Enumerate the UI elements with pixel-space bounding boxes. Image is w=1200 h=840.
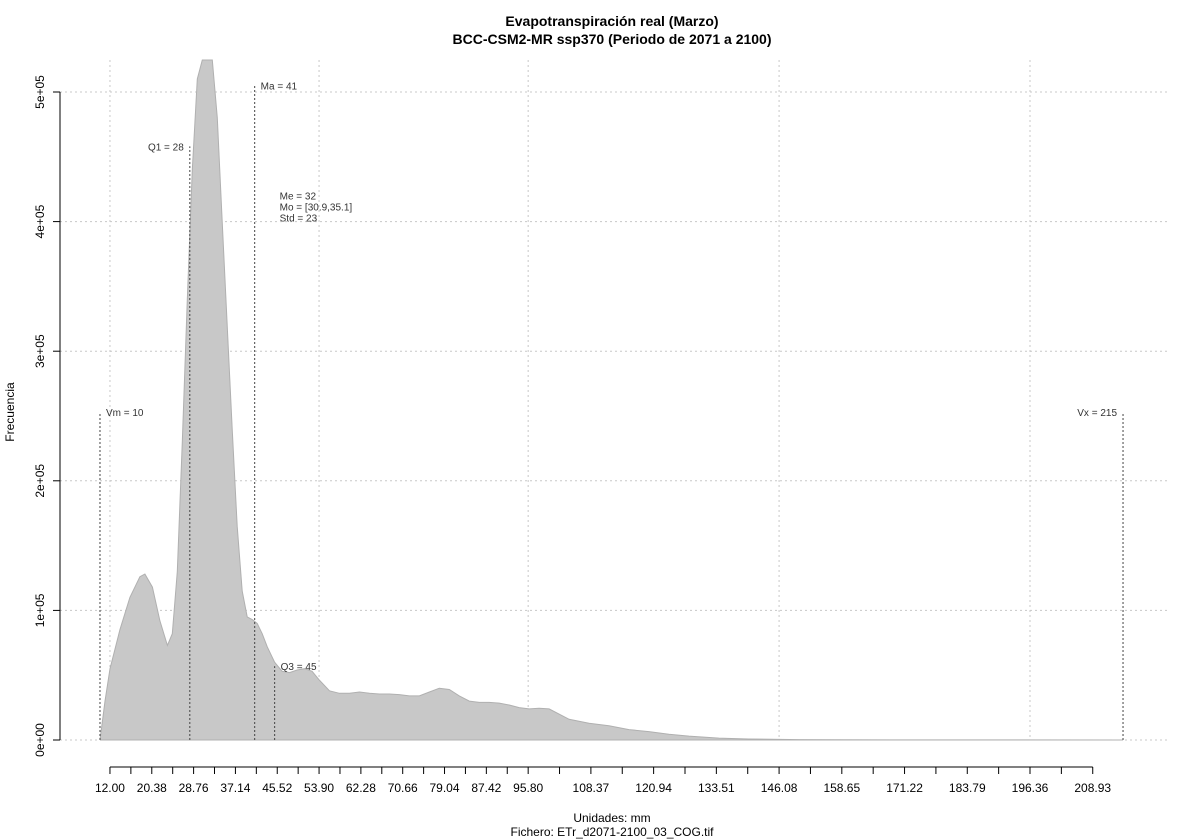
x-tick-label: 79.04: [430, 781, 460, 795]
x-tick-label: 196.36: [1012, 781, 1049, 795]
x-tick-label: 20.38: [137, 781, 167, 795]
x-tick-label: 95.80: [513, 781, 543, 795]
x-tick-label: 171.22: [886, 781, 923, 795]
marker-label-q3: Q3 = 45: [281, 662, 317, 673]
y-tick-label: 3e+05: [33, 334, 47, 368]
x-tick-label: 146.08: [761, 781, 798, 795]
density-area: [99, 59, 1124, 741]
x-tick-label: 87.42: [471, 781, 501, 795]
x-tick-label: 37.14: [220, 781, 250, 795]
y-tick-label: 4e+05: [33, 204, 47, 238]
x-tick-label: 62.28: [346, 781, 376, 795]
stats-line: Mo = [30.9,35.1]: [280, 203, 353, 214]
y-tick-label: 0e+00: [33, 723, 47, 757]
x-tick-label: 158.65: [823, 781, 860, 795]
marker-label-q1: Q1 = 28: [148, 142, 184, 153]
x-tick-label: 28.76: [179, 781, 209, 795]
x-tick-label: 12.00: [95, 781, 125, 795]
stats-line: Me = 32: [280, 192, 317, 203]
x-tick-label: 120.94: [635, 781, 672, 795]
y-tick-label: 1e+05: [33, 593, 47, 627]
statistic-markers: Vm = 10 Q1 = 28 Ma = 41 Q3 = 45 Vx = 215 Me =…: [99, 82, 1124, 740]
x-tick-label: 208.93: [1074, 781, 1111, 795]
x-tick-label: 108.37: [573, 781, 610, 795]
file-name-footer: Fichero: ETr_d2071-2100_03_COG.tif: [511, 825, 715, 839]
y-tick-label: 2e+05: [33, 464, 47, 498]
chart-title: Evapotranspiración real (Marzo): [505, 13, 718, 29]
chart-subtitle: BCC-CSM2-MR ssp370 (Periodo de 2071 a 21…: [453, 31, 772, 47]
x-axis-label: Unidades: mm: [573, 811, 650, 825]
stats-line: Std = 23: [280, 214, 318, 225]
y-axis-label: Frecuencia: [3, 382, 17, 442]
x-tick-label: 70.66: [388, 781, 418, 795]
y-tick-label: 5e+05: [33, 75, 47, 109]
x-tick-label: 133.51: [698, 781, 735, 795]
marker-label-vm: Vm = 10: [106, 408, 144, 419]
x-tick-label: 53.90: [304, 781, 334, 795]
marker-label-ma: Ma = 41: [261, 82, 298, 93]
x-tick-label: 45.52: [262, 781, 292, 795]
x-tick-label: 183.79: [949, 781, 986, 795]
marker-label-vx: Vx = 215: [1077, 408, 1117, 419]
axes: 0e+00 1e+05 2e+05 3e+05 4e+05 5e+05 12.00 20.38…: [33, 75, 1111, 795]
